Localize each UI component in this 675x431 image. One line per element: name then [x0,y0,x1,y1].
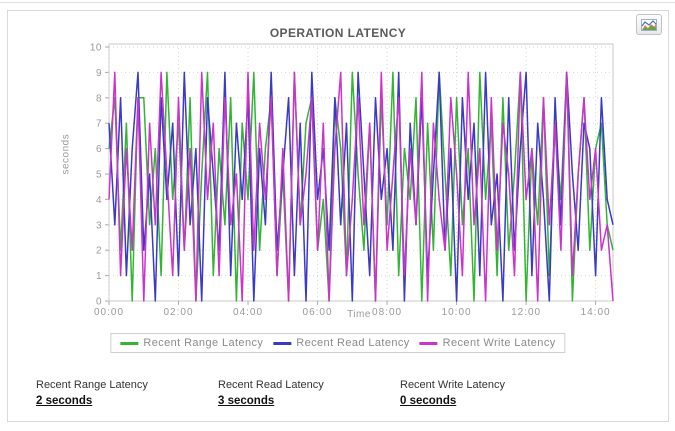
legend-item[interactable]: Recent Read Latency [273,337,409,349]
stat-value-link[interactable]: 0 seconds [400,395,457,407]
x-tick-label: 02:00 [164,307,194,318]
x-tick-label: 12:00 [511,307,541,318]
y-tick-label: 10 [90,43,102,54]
stat-label: Recent Range Latency [36,379,148,391]
y-tick-label: 7 [96,119,102,130]
stats-row: Recent Range Latency 2 seconds Recent Re… [36,379,582,409]
stat-write-latency: Recent Write Latency 0 seconds [400,379,582,409]
stat-value-link[interactable]: 2 seconds [36,395,93,407]
legend-swatch [273,341,292,345]
operation-latency-panel: OPERATION LATENCY 0 1 2 3 4 5 6 7 8 9 10 00:00 02:00… [7,10,669,422]
x-tick-label: 10:00 [442,307,472,318]
y-axis-title: seconds [60,133,72,175]
series-line [108,71,614,302]
legend-item[interactable]: Recent Range Latency [120,337,263,349]
legend-item[interactable]: Recent Write Latency [419,337,556,349]
x-tick-label: 08:00 [372,307,402,318]
y-tick-label: 1 [96,271,102,282]
legend-label: Recent Range Latency [143,337,264,349]
y-tick-label: 0 [96,297,102,308]
series-line [108,71,614,302]
chart-title: OPERATION LATENCY [269,26,407,40]
x-tick-label: 06:00 [303,307,333,318]
stat-range-latency: Recent Range Latency 2 seconds [36,379,218,409]
stat-value-link[interactable]: 3 seconds [218,395,275,407]
x-tick-label: 00:00 [94,307,124,318]
top-divider [0,2,675,3]
legend: Recent Range Latency Recent Read Latency R… [110,333,566,353]
x-tick-label: 14:00 [581,307,611,318]
stat-read-latency: Recent Read Latency 3 seconds [218,379,400,409]
x-axis-title: Time [347,309,371,320]
y-tick-label: 9 [96,68,102,79]
stat-label: Recent Read Latency [218,379,324,391]
chart-svg: 0 1 2 3 4 5 6 7 8 9 10 00:00 02:00 04:00 06:00 08:00 10:… [90,43,614,318]
legend-swatch [120,341,139,345]
x-tick-label: 04:00 [233,307,263,318]
line-chart-icon [641,18,657,31]
legend-label: Recent Write Latency [442,337,556,349]
y-tick-label: 3 [96,220,102,231]
y-tick-label: 5 [96,170,102,181]
chart-options-button[interactable] [636,14,662,35]
stat-label: Recent Write Latency [400,379,505,391]
y-tick-label: 6 [96,144,102,155]
legend-label: Recent Read Latency [296,337,410,349]
y-tick-label: 2 [96,246,102,257]
y-tick-label: 4 [96,195,102,206]
legend-swatch [419,341,438,345]
y-tick-label: 8 [96,93,102,104]
